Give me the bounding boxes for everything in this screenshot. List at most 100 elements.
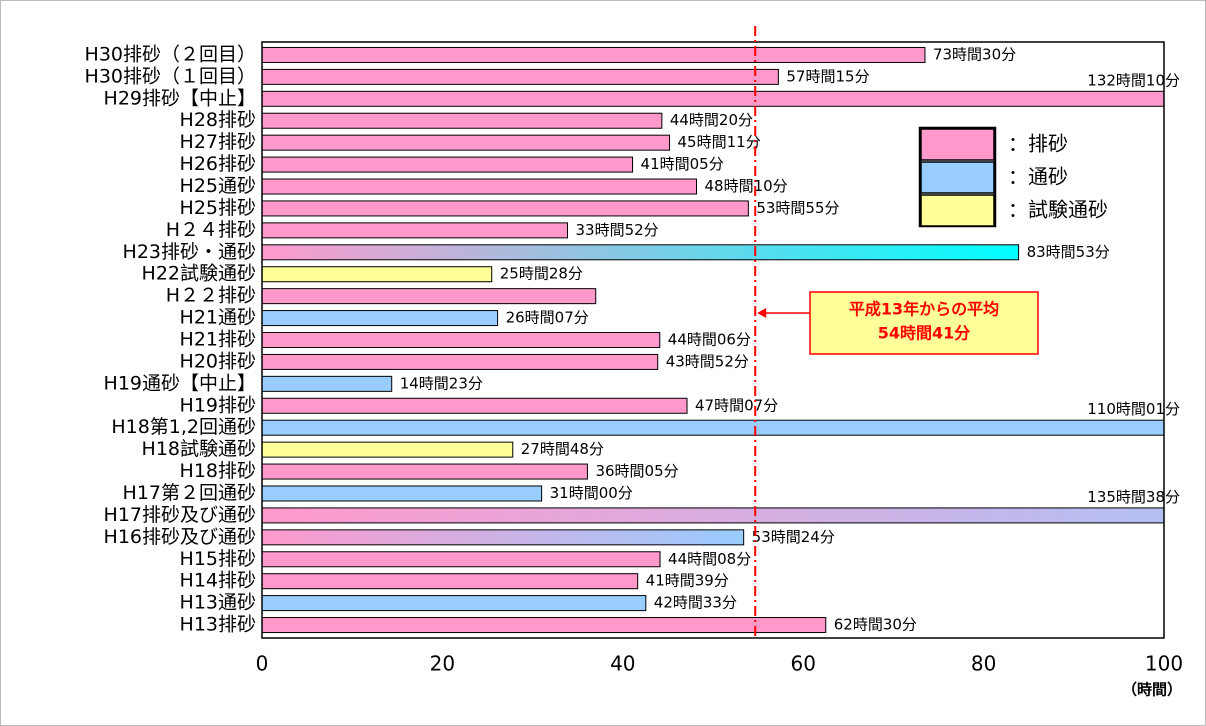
value-label: 62時間30分 — [834, 616, 917, 634]
bar — [262, 288, 597, 305]
y-tick-label: H２２排砂 — [166, 285, 256, 307]
bar — [262, 463, 588, 480]
bars — [262, 46, 1164, 634]
y-tick-label: H13排砂 — [180, 614, 256, 636]
bar — [262, 134, 671, 151]
y-tick-label: H19通砂【中止】 — [104, 372, 256, 394]
legend-swatch — [920, 128, 995, 161]
y-tick-label: H25排砂 — [180, 197, 256, 219]
y-tick-label: H21通砂 — [180, 307, 256, 329]
bar — [262, 529, 745, 546]
legend-swatch — [920, 194, 995, 227]
value-label: 41時間39分 — [646, 572, 729, 590]
bar — [262, 178, 697, 195]
value-label: 83時間53分 — [1027, 243, 1110, 261]
y-tick-label: H18試験通砂 — [142, 438, 256, 460]
value-label: 27時間48分 — [521, 440, 604, 458]
y-tick-label: H18排砂 — [180, 460, 256, 482]
value-label: 26時間07分 — [506, 309, 589, 327]
bar — [262, 310, 499, 327]
x-tick-label: 80 — [971, 652, 996, 676]
y-tick-label: H30排砂（２回目） — [85, 43, 256, 65]
value-label: 53時間55分 — [756, 199, 839, 217]
annotation-text: 54時間41分 — [878, 324, 971, 343]
bar — [262, 419, 1164, 436]
value-label: 43時間52分 — [666, 352, 749, 370]
value-label: 44時間06分 — [668, 331, 751, 349]
bar — [262, 68, 779, 85]
value-label: 25時間28分 — [500, 265, 583, 283]
bar — [262, 507, 1164, 524]
value-label: 42時間33分 — [654, 594, 737, 612]
value-label: 14時間23分 — [400, 374, 483, 392]
x-tick-label: 60 — [790, 652, 815, 676]
y-tick-label: H27排砂 — [180, 131, 256, 153]
bar — [262, 375, 393, 392]
arrow-head — [757, 308, 767, 318]
y-tick-label: H21排砂 — [180, 329, 256, 351]
bar — [262, 397, 688, 414]
value-label: 44時間20分 — [670, 111, 753, 129]
annotation-text: 平成13年からの平均 — [849, 300, 999, 319]
value-label: 53時間24分 — [752, 528, 835, 546]
bar — [262, 222, 569, 239]
bar — [262, 332, 661, 348]
bar — [262, 441, 514, 458]
bar — [262, 617, 827, 634]
y-tick-label: H29排砂【中止】 — [104, 87, 256, 109]
bar — [262, 244, 1020, 261]
bar — [262, 595, 647, 612]
annotation-box — [809, 291, 1039, 355]
value-label: 132時間10分 — [1087, 71, 1180, 89]
bar — [262, 156, 634, 173]
x-tick-label: 40 — [610, 652, 635, 676]
x-tick-label: 0 — [256, 652, 269, 676]
value-label: 110時間01分 — [1087, 400, 1180, 418]
x-tick-label: 20 — [430, 652, 455, 676]
value-label: 48時間10分 — [704, 177, 787, 195]
y-tick-label: H14排砂 — [180, 570, 256, 592]
value-label: 33時間52分 — [576, 221, 659, 239]
bar — [262, 112, 663, 129]
bar — [262, 353, 659, 370]
bar — [262, 200, 749, 217]
y-tick-label: H18第1,2回通砂 — [111, 416, 256, 438]
legend-swatch — [920, 161, 995, 194]
x-axis-label: （時間） — [1122, 681, 1182, 699]
x-tick-label: 100 — [1145, 652, 1183, 676]
y-tick-label: H17排砂及び通砂 — [104, 504, 256, 526]
y-tick-label: H19排砂 — [180, 394, 256, 416]
y-tick-label: H23排砂・通砂 — [123, 241, 256, 263]
legend-label: ：排砂 — [1008, 132, 1068, 156]
value-label: 36時間05分 — [595, 462, 678, 480]
y-tick-label: H15排砂 — [180, 548, 256, 570]
bar — [262, 485, 543, 502]
value-label: 44時間08分 — [668, 550, 751, 568]
bar — [262, 573, 639, 590]
bar — [262, 90, 1164, 107]
plot-border — [261, 41, 1165, 639]
y-tick-label: H26排砂 — [180, 153, 256, 175]
y-tick-label: H25通砂 — [180, 175, 256, 197]
y-tick-label: H20排砂 — [180, 350, 256, 372]
bar — [262, 551, 661, 568]
legend-label: ：試験通砂 — [1008, 198, 1108, 222]
value-label: 135時間38分 — [1087, 488, 1180, 506]
y-tick-label: H28排砂 — [180, 109, 256, 131]
value-label: 31時間00分 — [550, 484, 633, 502]
value-label: 73時間30分 — [933, 45, 1016, 63]
y-tick-label: H13通砂 — [180, 592, 256, 614]
y-tick-label: H22試験通砂 — [142, 263, 256, 285]
legend-label: ：通砂 — [1008, 165, 1068, 189]
bar — [262, 266, 493, 283]
value-label: 41時間05分 — [641, 155, 724, 173]
value-label: 47時間07分 — [695, 396, 778, 414]
bar — [262, 46, 926, 63]
y-tick-label: H30排砂（１回目） — [85, 65, 256, 87]
y-tick-label: H２４排砂 — [166, 219, 256, 241]
y-tick-label: H17第２回通砂 — [123, 482, 256, 504]
y-tick-label: H16排砂及び通砂 — [104, 526, 256, 548]
value-label: 45時間11分 — [678, 133, 761, 151]
value-label: 57時間15分 — [786, 67, 869, 85]
